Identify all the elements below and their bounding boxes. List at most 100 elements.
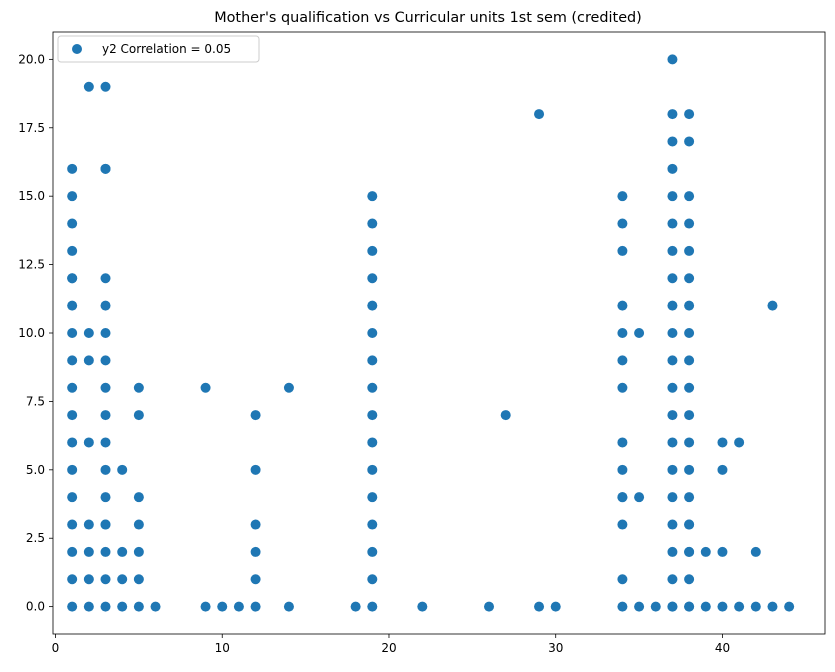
- data-point: [117, 464, 128, 475]
- data-point: [484, 601, 495, 612]
- data-point: [667, 300, 678, 311]
- data-point: [67, 546, 78, 557]
- data-point: [550, 601, 561, 612]
- data-point: [150, 601, 161, 612]
- data-point: [67, 601, 78, 612]
- data-point: [250, 601, 261, 612]
- data-point: [667, 328, 678, 338]
- data-point: [233, 601, 244, 612]
- data-point: [250, 410, 261, 421]
- data-point: [133, 574, 144, 585]
- data-point: [617, 574, 628, 585]
- data-point: [67, 163, 78, 174]
- data-point: [684, 136, 695, 147]
- data-point: [367, 300, 378, 311]
- data-point: [617, 300, 628, 311]
- legend-marker: [72, 44, 82, 54]
- data-point: [100, 546, 111, 557]
- data-point: [133, 546, 144, 557]
- data-point: [83, 574, 94, 585]
- data-point: [667, 601, 678, 612]
- data-point: [67, 328, 78, 338]
- data-point: [667, 519, 678, 530]
- data-point: [700, 601, 711, 612]
- data-point: [83, 519, 94, 530]
- data-point: [684, 437, 695, 448]
- data-point: [684, 300, 695, 311]
- data-point: [83, 601, 94, 612]
- chart-title: Mother's qualification vs Curricular uni…: [214, 10, 642, 26]
- data-point: [100, 574, 111, 585]
- data-point: [617, 191, 628, 202]
- data-point: [684, 218, 695, 229]
- data-point: [684, 109, 695, 120]
- data-point: [367, 437, 378, 448]
- data-point: [350, 601, 361, 612]
- x-tick-label: 30: [548, 641, 563, 655]
- y-tick-label: 5.0: [26, 463, 45, 477]
- data-point: [67, 191, 78, 202]
- y-tick-label: 15.0: [18, 189, 45, 203]
- y-tick-label: 2.5: [26, 531, 45, 545]
- data-point: [667, 191, 678, 202]
- data-point: [100, 273, 111, 284]
- x-tick-label: 40: [715, 641, 730, 655]
- data-point: [250, 464, 261, 475]
- data-point: [133, 519, 144, 530]
- data-point: [684, 519, 695, 530]
- data-point: [684, 464, 695, 475]
- data-point: [717, 601, 728, 612]
- data-point: [667, 136, 678, 147]
- data-point: [617, 218, 628, 229]
- data-point: [617, 245, 628, 256]
- legend-box: [57, 35, 260, 63]
- data-point: [133, 492, 144, 503]
- data-point: [684, 382, 695, 393]
- data-point: [83, 546, 94, 557]
- data-point: [634, 328, 645, 338]
- data-point: [684, 410, 695, 421]
- data-point: [100, 81, 111, 92]
- data-point: [133, 410, 144, 421]
- data-point: [667, 218, 678, 229]
- data-point: [100, 519, 111, 530]
- data-point: [100, 492, 111, 503]
- axes: 0 10 20 30 40 0.0 2.5 5.0 7.5 10.0 12.5 15.0 17.5 20.…: [18, 31, 826, 655]
- data-point: [67, 218, 78, 229]
- data-point: [717, 464, 728, 475]
- data-point: [617, 437, 628, 448]
- data-point: [684, 273, 695, 284]
- data-point: [367, 492, 378, 503]
- data-point: [750, 601, 761, 612]
- data-point: [83, 328, 94, 338]
- data-point: [617, 601, 628, 612]
- data-point: [250, 546, 261, 557]
- data-point: [367, 328, 378, 338]
- data-point: [67, 464, 78, 475]
- data-point: [67, 300, 78, 311]
- data-point: [217, 601, 228, 612]
- data-point: [667, 574, 678, 585]
- data-point: [200, 382, 211, 393]
- data-point: [117, 574, 128, 585]
- data-point: [117, 546, 128, 557]
- data-point: [717, 546, 728, 557]
- data-point: [250, 574, 261, 585]
- y-tick-label: 7.5: [26, 394, 45, 408]
- data-point: [667, 54, 678, 65]
- data-point: [534, 109, 545, 120]
- data-point: [734, 601, 745, 612]
- data-point: [367, 410, 378, 421]
- data-point: [133, 601, 144, 612]
- data-point: [500, 410, 511, 421]
- data-point: [667, 355, 678, 366]
- legend-label: y2 Correlation = 0.05: [102, 42, 231, 56]
- data-point: [667, 546, 678, 557]
- data-point: [684, 574, 695, 585]
- data-point: [367, 273, 378, 284]
- data-point: [617, 464, 628, 475]
- data-point: [367, 574, 378, 585]
